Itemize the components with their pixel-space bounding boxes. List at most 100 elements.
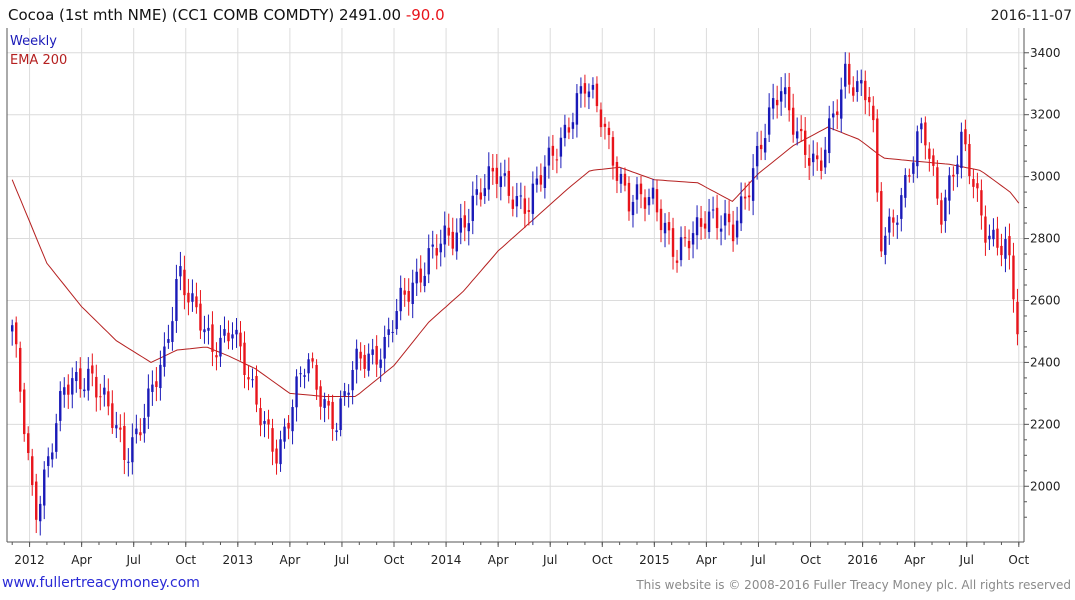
candle-body: [91, 365, 94, 374]
website-link[interactable]: www.fullertreacymoney.com: [2, 575, 200, 591]
candle-body: [667, 222, 671, 231]
candle-body: [884, 235, 887, 255]
candle-body: [127, 461, 130, 463]
candle-body: [79, 368, 82, 390]
candle-body: [103, 387, 106, 395]
candle-body: [263, 420, 266, 424]
candle-body: [663, 222, 667, 234]
x-tick-label: Oct: [800, 553, 821, 567]
y-tick-label: 2400: [1030, 355, 1061, 369]
candle-body: [275, 448, 278, 464]
candle-body: [924, 122, 927, 146]
candle-body: [195, 296, 198, 308]
y-tick-label: 3400: [1030, 46, 1061, 60]
candle-body: [920, 123, 923, 130]
candle-body: [403, 290, 406, 295]
y-tick-label: 3200: [1030, 108, 1061, 122]
candle-body: [23, 389, 26, 435]
candle-body: [151, 384, 154, 392]
candle-body: [936, 167, 939, 199]
candle-body: [435, 248, 438, 256]
candle-body: [343, 391, 346, 396]
x-tick-label: Jul: [125, 553, 140, 567]
candle-body: [591, 84, 595, 90]
candle-body: [119, 427, 122, 430]
candle-body: [695, 217, 699, 236]
candle-body: [299, 373, 302, 375]
candle-body: [635, 184, 639, 200]
candle-body: [852, 87, 855, 96]
grid-lines: [7, 28, 1024, 542]
candle-body: [335, 430, 338, 433]
candle-body: [872, 105, 875, 121]
candle-body: [956, 164, 959, 175]
candle-body: [319, 386, 322, 407]
candle-body: [11, 325, 14, 332]
candle-body: [351, 369, 354, 391]
x-tick-label: 2013: [223, 553, 254, 567]
candle-body: [948, 175, 951, 201]
x-axis-ticks: 2012 Apr Jul Oct 2013 Apr Jul Oct 2014 Apr Jul Oct 2…: [11, 542, 1029, 567]
candle-body: [123, 425, 126, 461]
candle-body: [439, 243, 442, 253]
candle-body: [771, 98, 775, 109]
candle-body: [515, 196, 519, 207]
candle-body: [279, 439, 282, 465]
candle-body: [1000, 245, 1003, 256]
candle-body: [283, 426, 286, 442]
candle-body: [599, 109, 603, 128]
y-axis-ticks: 2000 2200 2400 2600 2800 3000 3200 3400: [1024, 46, 1061, 518]
candle-body: [683, 237, 687, 239]
y-tick-label: 2200: [1030, 417, 1061, 431]
candle-body: [495, 167, 499, 184]
candle-body: [543, 166, 547, 189]
candle-body: [932, 155, 935, 166]
candle-body: [611, 137, 615, 166]
candle-body: [479, 192, 482, 200]
candle-body: [375, 345, 378, 365]
x-tick-label: Apr: [904, 553, 925, 567]
candle-body: [1016, 301, 1019, 335]
candle-body: [675, 260, 679, 263]
y-tick-label: 2800: [1030, 232, 1061, 246]
candle-body: [379, 359, 382, 368]
candle-body: [247, 377, 250, 380]
candle-body: [824, 149, 827, 168]
candle-body: [175, 278, 178, 321]
candle-body: [623, 173, 627, 186]
candle-body: [860, 80, 863, 84]
candle-body: [575, 93, 579, 125]
candle-body: [499, 176, 503, 188]
candle-body: [271, 428, 274, 452]
candle-body: [223, 329, 226, 336]
candle-body: [703, 223, 707, 229]
candle-body: [655, 189, 659, 213]
candle-body: [171, 321, 174, 342]
candle-body: [727, 213, 731, 223]
candle-body: [487, 166, 491, 190]
candle-body: [39, 503, 42, 522]
candle-body: [419, 268, 422, 283]
x-tick-label: Apr: [280, 553, 301, 567]
candle-body: [892, 217, 895, 223]
legend-weekly: Weekly: [10, 34, 57, 49]
candle-body: [339, 398, 342, 431]
candle-body: [856, 81, 859, 92]
candle-body: [996, 228, 999, 248]
candle-body: [1008, 236, 1011, 256]
candle-body: [583, 83, 587, 94]
candle-body: [587, 91, 591, 98]
candle-body: [411, 282, 414, 304]
candle-body: [291, 407, 294, 432]
candle-body: [551, 145, 555, 156]
candle-body: [19, 347, 22, 392]
candle-body: [643, 197, 647, 209]
candle-body: [315, 364, 318, 390]
candle-body: [143, 417, 146, 434]
candle-body: [820, 160, 823, 171]
candle-body: [491, 167, 495, 172]
y-tick-label: 2000: [1030, 479, 1061, 493]
candle-body: [387, 329, 390, 335]
candle-body: [191, 293, 194, 302]
